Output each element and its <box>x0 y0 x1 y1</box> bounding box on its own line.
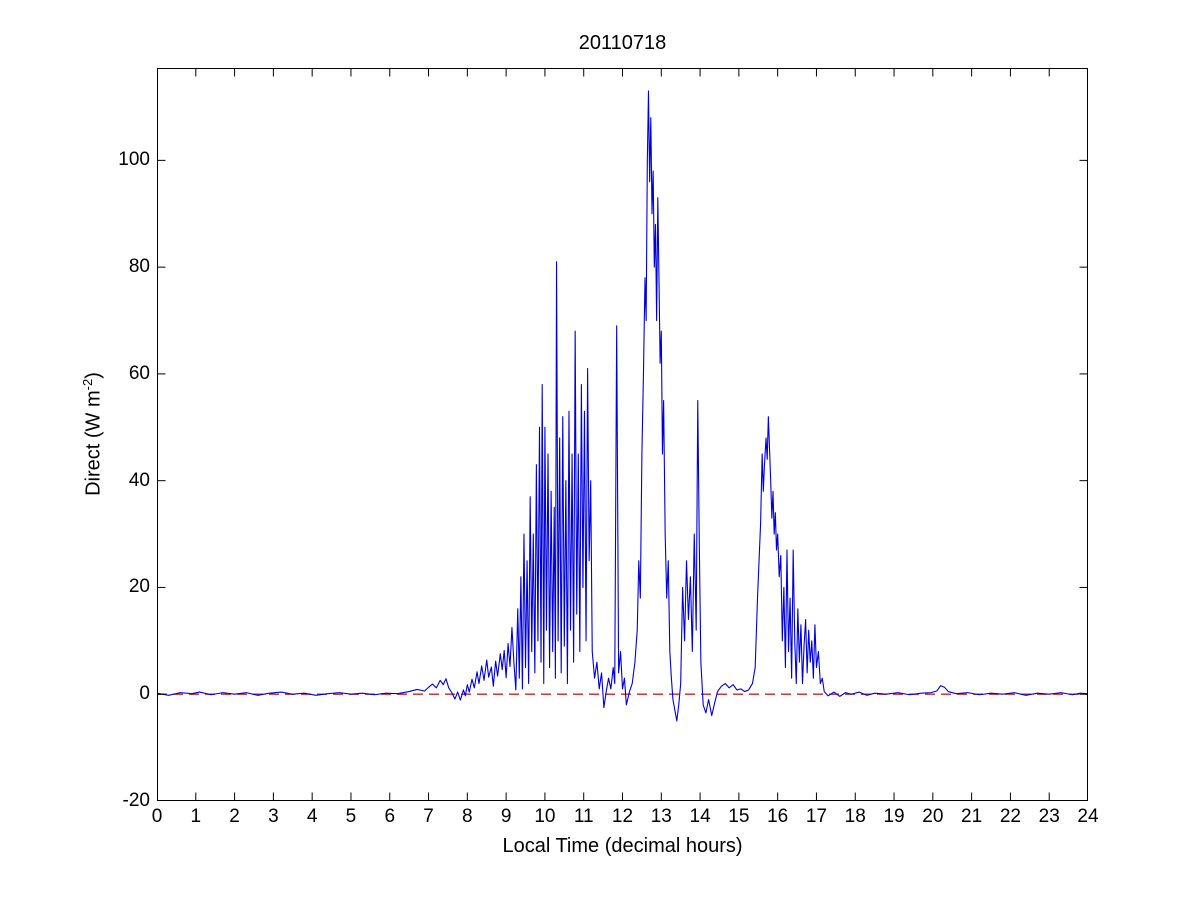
x-tick-label: 8 <box>462 806 473 827</box>
y-tick-label: 100 <box>118 149 150 171</box>
x-tick-label: 20 <box>922 806 944 827</box>
x-tick-label: 22 <box>999 806 1021 827</box>
x-tick-label: 4 <box>306 806 318 827</box>
x-tick-label: 11 <box>573 806 594 827</box>
y-tick-label: 0 <box>139 683 150 705</box>
x-tick-label: 10 <box>534 806 556 827</box>
y-tick-label: 20 <box>128 576 150 598</box>
x-tick-label: 2 <box>229 806 240 827</box>
x-tick-label: 12 <box>611 806 634 827</box>
x-tick-label: 19 <box>883 806 905 827</box>
x-tick-label: 3 <box>268 806 279 827</box>
y-tick-label: 60 <box>128 362 150 384</box>
x-tick-label: 5 <box>345 806 357 827</box>
x-tick-label: 0 <box>151 806 163 827</box>
x-tick-label: 24 <box>1077 806 1099 827</box>
x-tick-label: 15 <box>728 806 750 827</box>
x-tick-label: 1 <box>190 806 202 827</box>
y-tick-label: -20 <box>122 790 150 811</box>
direct-irradiance-line <box>157 90 1088 722</box>
plot-area <box>157 68 1088 801</box>
x-tick-label: 21 <box>961 806 983 827</box>
y-tick-label: 40 <box>128 469 150 491</box>
x-tick-label: 17 <box>805 806 828 827</box>
chart-title: 20110718 <box>578 32 667 54</box>
x-axis-label: Local Time (decimal hours) <box>502 835 743 857</box>
x-tick-label: 9 <box>500 806 512 827</box>
x-tick-label: 14 <box>689 806 711 827</box>
x-tick-label: 18 <box>844 806 866 827</box>
x-tick-label: 13 <box>650 806 672 827</box>
plot-canvas <box>157 68 1088 801</box>
y-tick-label: 80 <box>128 256 150 278</box>
x-tick-label: 7 <box>423 806 434 827</box>
x-tick-label: 16 <box>767 806 789 827</box>
x-tick-label: 23 <box>1038 806 1060 827</box>
x-tick-label: 6 <box>384 806 396 827</box>
